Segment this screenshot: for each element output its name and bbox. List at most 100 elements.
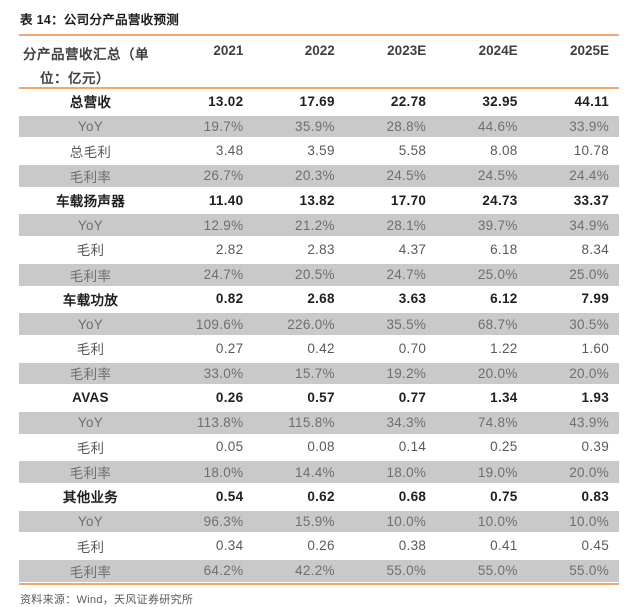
header-year-2022: 2022 [304,43,335,58]
cell-value: 34.9% [569,217,610,233]
cell-value: 3.63 [398,291,427,307]
table-title: 表 14：公司分产品营收预测 [20,13,180,27]
header-year-2024e: 2024E [478,43,518,58]
cell-value: 0.68 [398,488,427,504]
row-label: 车载功放 [62,292,119,308]
table-body: 总营收 13.02 17.69 22.78 32.95 44.11 YoY 19… [19,89,619,585]
cell-value: 0.27 [215,340,244,356]
cell-value: 15.9% [295,514,335,530]
header-label-line2: 位：亿元） [40,71,110,86]
cell-value: 20.3% [295,168,335,184]
cell-value: 3.59 [307,143,335,159]
row-label: 毛利率 [69,169,112,185]
cell-value: 0.38 [398,538,427,554]
row-label: 车载扬声器 [56,194,125,210]
cell-value: 35.9% [295,119,335,135]
cell-value: 0.42 [307,340,335,356]
table-row: 毛利率 26.7% 20.3% 24.5% 24.5% 24.4% [19,163,619,188]
cell-value: 24.5% [477,168,518,184]
row-label: AVAS [72,390,109,406]
cell-value: 0.34 [215,538,244,554]
table-header-row: 分产品营收汇总（单 位：亿元） 2021 2022 2023E 2024E 20… [19,36,619,89]
row-label: 毛利 [76,539,105,555]
cell-value: 44.11 [574,93,610,109]
table-row: 毛利率 33.0% 15.7% 19.2% 20.0% 20.0% [19,360,619,386]
cell-value: 8.34 [581,241,610,257]
cell-value: 0.08 [307,439,335,455]
cell-value: 0.26 [215,390,244,406]
cell-value: 33.9% [569,119,610,135]
table-row: 毛利率 64.2% 42.2% 55.0% 55.0% 55.0% [19,558,619,583]
cell-value: 55.0% [569,563,610,579]
cell-value: 0.45 [581,538,610,554]
cell-value: 0.82 [215,291,244,307]
cell-value: 33.0% [203,365,244,381]
cell-value: 8.08 [490,143,518,159]
cell-value: 24.5% [386,168,427,184]
cell-value: 13.82 [299,192,335,208]
cell-value: 96.3% [203,514,244,530]
source-note: 资料来源：Wind，天风证券研究所 [20,593,194,606]
table-row: YoY 12.9% 21.2% 28.1% 39.7% 34.9% [19,212,619,238]
row-label: YoY [77,415,104,431]
row-label: 毛利率 [69,466,112,482]
cell-value: 1.93 [581,390,610,406]
table-row: 毛利 2.82 2.83 4.37 6.18 8.34 [19,237,619,262]
row-label: YoY [77,119,104,135]
table-row: 毛利 0.27 0.42 0.70 1.22 1.60 [19,336,619,361]
cell-value: 20.0% [569,365,610,381]
table-row: 毛利 0.05 0.08 0.14 0.25 0.39 [19,435,619,460]
cell-value: 28.8% [386,119,427,135]
cell-value: 0.39 [581,439,610,455]
cell-value: 15.7% [295,365,335,381]
cell-value: 20.5% [295,267,335,283]
cell-value: 20.0% [569,464,610,480]
table-row: 毛利率 18.0% 14.4% 18.0% 19.0% 20.0% [19,459,619,484]
cell-value: 24.4% [569,168,610,184]
header-year-2025e: 2025E [569,43,610,58]
cell-value: 35.5% [386,316,427,332]
row-label: 总营收 [69,95,112,111]
row-label: 毛利率 [69,564,112,580]
cell-value: 5.58 [398,143,427,159]
table-row: 总毛利 3.48 3.59 5.58 8.08 10.78 [19,138,619,163]
cell-value: 109.6% [195,316,244,332]
table-row: 其他业务 0.54 0.62 0.68 0.75 0.83 [19,484,619,509]
cell-value: 0.75 [490,488,518,504]
cell-value: 6.18 [490,241,518,257]
cell-value: 24.7% [203,267,244,283]
cell-value: 21.2% [295,217,335,233]
cell-value: 42.2% [295,563,335,579]
row-label: 毛利 [76,243,105,259]
table-row: 毛利率 24.7% 20.5% 24.7% 25.0% 25.0% [19,261,619,287]
row-label: 毛利 [76,440,105,456]
row-label: 毛利率 [69,268,112,284]
cell-value: 44.6% [477,119,518,135]
cell-value: 10.0% [477,514,518,530]
cell-value: 28.1% [386,217,427,233]
cell-value: 14.4% [295,464,335,480]
row-label: 总毛利 [69,144,112,160]
row-label: YoY [77,514,104,530]
cell-value: 64.2% [203,563,244,579]
cell-value: 19.7% [203,119,244,135]
cell-value: 11.40 [208,192,244,208]
cell-value: 0.70 [398,340,427,356]
cell-value: 2.68 [307,291,335,307]
cell-value: 0.77 [398,390,427,406]
cell-value: 0.62 [307,488,335,504]
cell-value: 1.22 [490,340,518,356]
cell-value: 10.0% [569,514,610,530]
cell-value: 0.05 [215,439,244,455]
row-label: 毛利率 [69,367,112,383]
header-year-2021: 2021 [213,43,244,58]
cell-value: 26.7% [203,168,244,184]
table-row: YoY 96.3% 15.9% 10.0% 10.0% 10.0% [19,508,619,534]
table-row: YoY 19.7% 35.9% 28.8% 44.6% 33.9% [19,113,619,139]
cell-value: 4.37 [398,241,427,257]
header-year-2023e: 2023E [387,43,427,58]
cell-value: 1.60 [581,340,610,356]
cell-value: 10.0% [386,514,427,530]
cell-value: 0.54 [215,488,244,504]
cell-value: 39.7% [477,217,518,233]
